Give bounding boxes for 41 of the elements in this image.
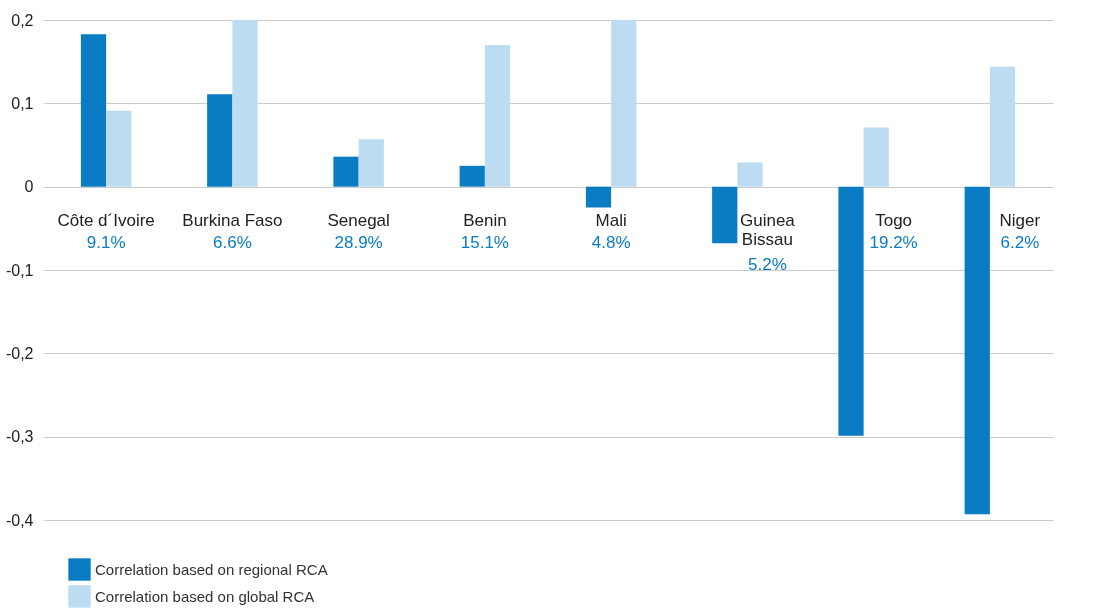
annotation: 4.8% xyxy=(591,232,631,252)
x-tick-label: Burkina Faso xyxy=(182,210,283,230)
bar xyxy=(838,186,864,436)
bar xyxy=(737,162,763,187)
bar xyxy=(358,139,384,187)
x-tick-label: Senegal xyxy=(327,210,390,230)
y-tick-label: -0,2 xyxy=(5,344,34,362)
bar xyxy=(989,66,1016,187)
annotation: 9.1% xyxy=(86,232,126,252)
bar xyxy=(712,186,738,244)
x-tick-label: Mali xyxy=(595,210,627,230)
bar xyxy=(232,20,258,187)
x-tick-label: Guinea Bissau xyxy=(739,210,796,249)
x-tick-label: Côte d´Ivoire xyxy=(57,210,155,230)
annotation: 19.2% xyxy=(869,232,918,252)
y-tick-label: -0,1 xyxy=(5,261,34,279)
annotation: 6.6% xyxy=(213,232,252,252)
bar xyxy=(585,186,612,208)
y-tick-label: 0 xyxy=(24,178,34,196)
bar xyxy=(611,20,637,187)
legend-label: Correlation based on regional RCA xyxy=(95,560,328,578)
bar xyxy=(484,45,511,187)
bar xyxy=(863,127,889,187)
bar xyxy=(207,94,233,187)
bar xyxy=(80,34,107,187)
y-tick-label: 0,1 xyxy=(11,94,34,112)
legend-label: Correlation based on global RCA xyxy=(95,587,315,605)
bar xyxy=(333,156,359,187)
y-tick-label: 0,2 xyxy=(11,11,34,29)
annotation: 28.9% xyxy=(334,232,383,252)
x-tick-label: Togo xyxy=(875,210,913,230)
annotation: 6.2% xyxy=(1000,232,1040,252)
bar xyxy=(459,165,485,187)
x-tick-label: Benin xyxy=(463,210,507,230)
annotation: 5.2% xyxy=(748,254,787,274)
y-tick-label: -0,4 xyxy=(5,511,34,529)
bar xyxy=(964,186,990,515)
y-tick-label: -0,3 xyxy=(5,428,34,446)
annotation: 15.1% xyxy=(460,232,509,252)
bar xyxy=(106,110,132,187)
x-tick-label: Niger xyxy=(999,210,1041,230)
